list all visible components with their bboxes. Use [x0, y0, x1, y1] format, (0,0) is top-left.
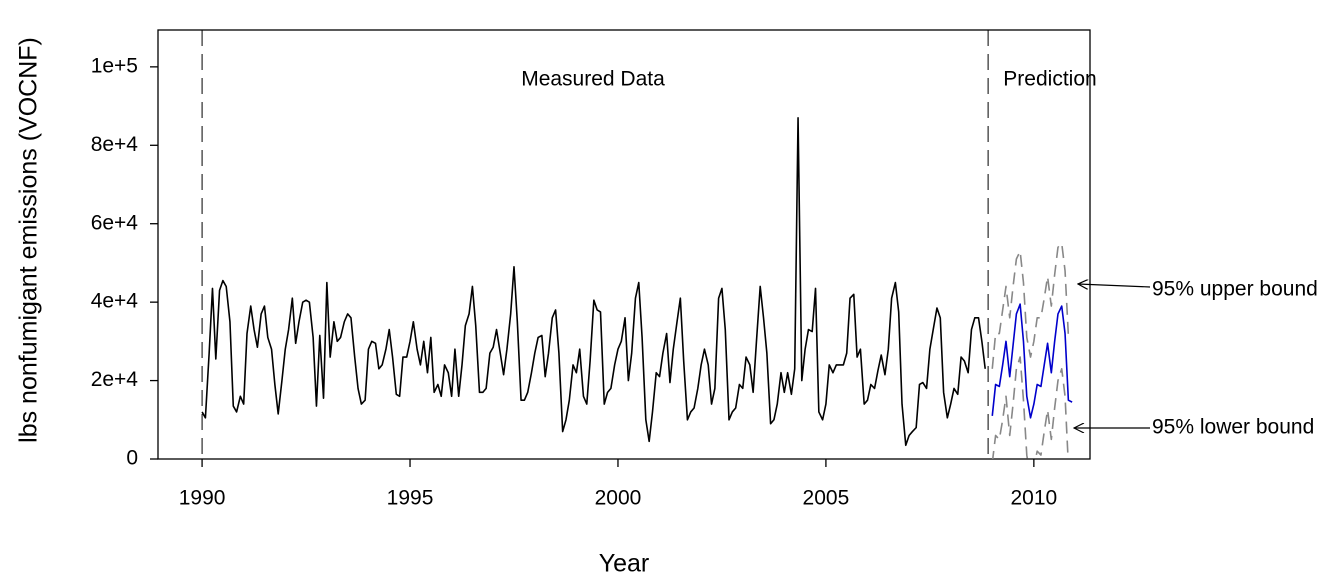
series-line: [991, 356, 1069, 459]
annotation: Measured Data: [521, 68, 665, 91]
y-axis-title: lbs nonfumigant emissions (VOCNF): [15, 37, 43, 443]
y-tick-label: 6e+4: [91, 211, 139, 234]
x-axis-title: Year: [599, 550, 650, 578]
x-tick-label: 1995: [387, 487, 434, 510]
y-tick-label: 8e+4: [91, 133, 139, 156]
x-tick-label: 2000: [595, 487, 642, 510]
y-tick-label: 4e+4: [91, 290, 139, 313]
x-tick-label: 2005: [803, 487, 850, 510]
bound-label: 95% upper bound: [1152, 278, 1318, 301]
y-tick-label: 1e+5: [91, 54, 138, 77]
x-tick-label: 2010: [1010, 487, 1057, 510]
plot-frame: [157, 29, 1091, 460]
lines-layer: [201, 117, 1073, 459]
series-line: [201, 117, 986, 447]
y-tick-label: 2e+4: [91, 368, 139, 391]
annotation: Prediction: [1003, 68, 1096, 91]
x-tick-label: 1990: [179, 487, 226, 510]
y-tick-label: 0: [126, 447, 138, 470]
bound-label: 95% lower bound: [1152, 416, 1314, 439]
series-line: [991, 303, 1073, 419]
arrow: [1078, 284, 1151, 287]
reference-layer: [201, 30, 989, 459]
series-line: [991, 242, 1073, 369]
